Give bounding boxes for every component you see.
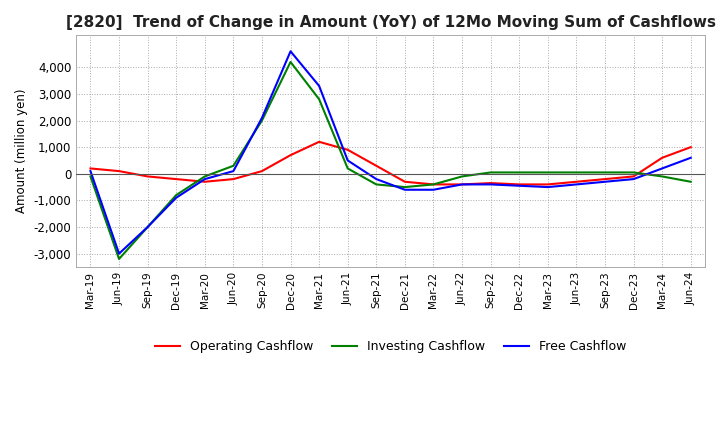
Investing Cashflow [429, 182, 438, 187]
Free Cashflow [229, 169, 238, 174]
Free Cashflow [114, 251, 123, 256]
Operating Cashflow [458, 182, 467, 187]
Operating Cashflow [86, 166, 95, 171]
Investing Cashflow [172, 192, 181, 198]
Free Cashflow [600, 179, 609, 184]
Investing Cashflow [229, 163, 238, 169]
Operating Cashflow [544, 182, 552, 187]
Legend: Operating Cashflow, Investing Cashflow, Free Cashflow: Operating Cashflow, Investing Cashflow, … [150, 335, 631, 358]
Free Cashflow [287, 49, 295, 54]
Free Cashflow [315, 83, 323, 88]
Investing Cashflow [486, 170, 495, 175]
Operating Cashflow [343, 147, 352, 152]
Operating Cashflow [143, 174, 152, 179]
Operating Cashflow [515, 182, 523, 187]
Free Cashflow [686, 155, 695, 161]
Investing Cashflow [315, 97, 323, 102]
Free Cashflow [372, 176, 381, 182]
Free Cashflow [572, 182, 581, 187]
Free Cashflow [143, 224, 152, 230]
Investing Cashflow [658, 174, 667, 179]
Free Cashflow [258, 115, 266, 121]
Investing Cashflow [515, 170, 523, 175]
Operating Cashflow [486, 180, 495, 186]
Operating Cashflow [429, 182, 438, 187]
Operating Cashflow [258, 169, 266, 174]
Operating Cashflow [372, 163, 381, 169]
Free Cashflow [400, 187, 409, 192]
Free Cashflow [486, 182, 495, 187]
Investing Cashflow [258, 118, 266, 123]
Investing Cashflow [600, 170, 609, 175]
Free Cashflow [458, 182, 467, 187]
Operating Cashflow [600, 176, 609, 182]
Investing Cashflow [686, 179, 695, 184]
Line: Investing Cashflow: Investing Cashflow [91, 62, 690, 259]
Free Cashflow [629, 176, 638, 182]
Operating Cashflow [114, 169, 123, 174]
Operating Cashflow [686, 144, 695, 150]
Investing Cashflow [372, 182, 381, 187]
Free Cashflow [343, 158, 352, 163]
Operating Cashflow [200, 179, 209, 184]
Free Cashflow [515, 183, 523, 188]
Investing Cashflow [143, 224, 152, 230]
Free Cashflow [429, 187, 438, 192]
Title: [2820]  Trend of Change in Amount (YoY) of 12Mo Moving Sum of Cashflows: [2820] Trend of Change in Amount (YoY) o… [66, 15, 716, 30]
Operating Cashflow [315, 139, 323, 144]
Operating Cashflow [629, 174, 638, 179]
Investing Cashflow [200, 174, 209, 179]
Investing Cashflow [629, 170, 638, 175]
Operating Cashflow [572, 179, 581, 184]
Line: Operating Cashflow: Operating Cashflow [91, 142, 690, 184]
Free Cashflow [658, 166, 667, 171]
Y-axis label: Amount (million yen): Amount (million yen) [15, 89, 28, 213]
Free Cashflow [544, 184, 552, 190]
Operating Cashflow [229, 176, 238, 182]
Investing Cashflow [114, 257, 123, 262]
Free Cashflow [200, 176, 209, 182]
Operating Cashflow [400, 179, 409, 184]
Free Cashflow [86, 169, 95, 174]
Investing Cashflow [544, 170, 552, 175]
Investing Cashflow [572, 170, 581, 175]
Free Cashflow [172, 195, 181, 200]
Operating Cashflow [172, 176, 181, 182]
Investing Cashflow [458, 174, 467, 179]
Investing Cashflow [86, 174, 95, 179]
Investing Cashflow [400, 184, 409, 190]
Investing Cashflow [343, 166, 352, 171]
Investing Cashflow [287, 59, 295, 65]
Operating Cashflow [658, 155, 667, 161]
Line: Free Cashflow: Free Cashflow [91, 51, 690, 253]
Operating Cashflow [287, 153, 295, 158]
